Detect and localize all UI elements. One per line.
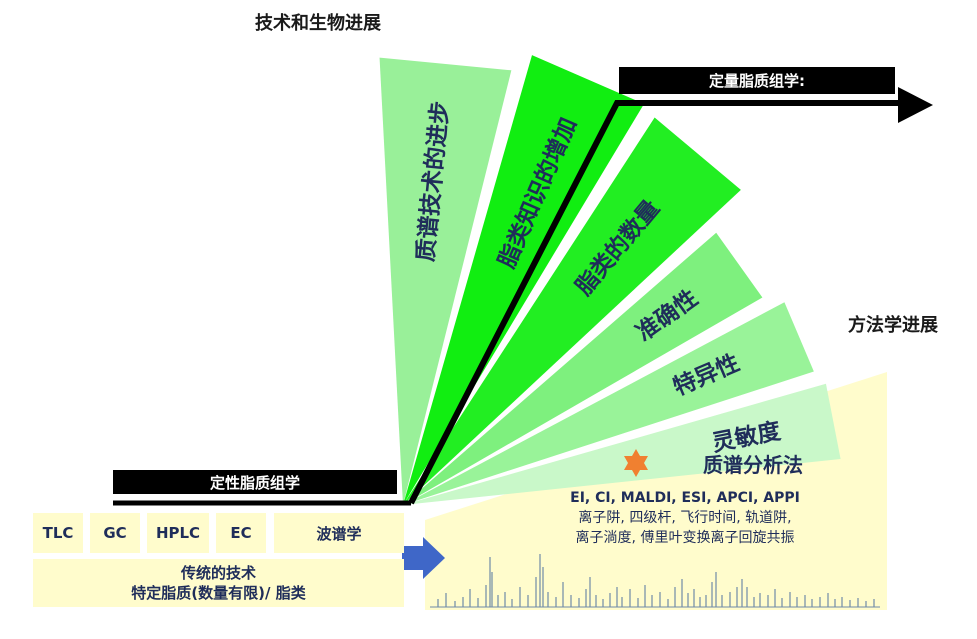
technique-spectroscopy: 波谱学 (274, 513, 404, 553)
traditional-caption-line2: 特定脂质(数量有限)/ 脂类 (131, 584, 306, 602)
technique-ec: EC (216, 513, 266, 553)
qualitative-bar: 定性脂质组学 (113, 470, 397, 494)
technique-hplc: HPLC (147, 513, 209, 553)
ms-ionization: EI, CI, MALDI, ESI, APCI, APPI (570, 490, 800, 506)
fan-segment (403, 383, 841, 505)
fan-segment (403, 232, 763, 505)
technique-gc: GC (90, 513, 140, 553)
fan-segment (379, 57, 512, 506)
traditional-caption-line1: 传统的技术 (180, 564, 256, 582)
star-icon (624, 449, 648, 477)
arrow-head-icon (898, 87, 933, 123)
quantitative-bar: 定量脂质组学: (619, 67, 895, 94)
progress-line (408, 100, 900, 505)
method-title: 方法学进展 (848, 315, 938, 336)
ms-details: EI, CI, MALDI, ESI, APCI, APPI 离子阱, 四级杆,… (520, 488, 850, 548)
blue-arrow-icon (402, 537, 445, 579)
fan-segment (403, 117, 741, 506)
traditional-caption: 传统的技术 特定脂质(数量有限)/ 脂类 (33, 559, 404, 607)
ms-title: 质谱分析法 (703, 453, 803, 477)
ms-analyzers-line2: 离子淌度, 傅里叶变换离子回旋共振 (575, 530, 795, 546)
fan-segment (403, 302, 814, 505)
ms-analyzers-line1: 离子阱, 四级杆, 飞行时间, 轨道阱, (578, 510, 792, 526)
mass-spectrum (430, 554, 880, 608)
tech-bio-title: 技术和生物进展 (255, 13, 381, 34)
technique-tlc: TLC (33, 513, 83, 553)
